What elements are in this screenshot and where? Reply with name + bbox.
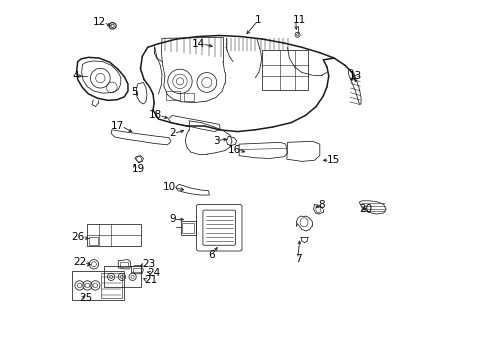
- Text: 19: 19: [131, 164, 144, 174]
- Bar: [261, 50, 308, 90]
- Text: 5: 5: [131, 87, 138, 97]
- Text: 25: 25: [80, 293, 93, 303]
- Bar: [180, 221, 195, 234]
- Bar: [89, 237, 98, 244]
- Text: 20: 20: [359, 204, 372, 214]
- Text: 10: 10: [163, 182, 176, 192]
- Text: 1: 1: [255, 15, 262, 26]
- Text: 7: 7: [294, 254, 301, 264]
- Bar: [182, 223, 194, 233]
- Text: 18: 18: [148, 111, 162, 121]
- Text: 12: 12: [93, 17, 106, 27]
- Text: 22: 22: [73, 257, 86, 267]
- Text: 2: 2: [169, 129, 176, 138]
- Text: 21: 21: [144, 275, 157, 285]
- Text: 15: 15: [326, 155, 340, 165]
- Text: 24: 24: [147, 267, 161, 278]
- Text: 3: 3: [212, 136, 219, 145]
- Text: 17: 17: [111, 121, 124, 131]
- Text: 6: 6: [208, 250, 215, 260]
- Bar: [72, 271, 123, 300]
- Bar: [184, 93, 194, 101]
- Bar: [120, 262, 128, 267]
- Text: 9: 9: [169, 215, 176, 224]
- Text: 13: 13: [348, 71, 361, 81]
- Bar: [166, 91, 180, 100]
- Text: 26: 26: [72, 232, 85, 242]
- Text: 11: 11: [292, 15, 305, 26]
- Text: 16: 16: [227, 144, 241, 154]
- Text: 23: 23: [142, 259, 155, 269]
- Text: 4: 4: [72, 71, 79, 81]
- Bar: [132, 268, 140, 272]
- Bar: [87, 224, 140, 246]
- Text: 8: 8: [317, 200, 324, 210]
- Bar: [101, 273, 122, 298]
- Bar: [104, 266, 140, 287]
- Text: 14: 14: [191, 39, 204, 49]
